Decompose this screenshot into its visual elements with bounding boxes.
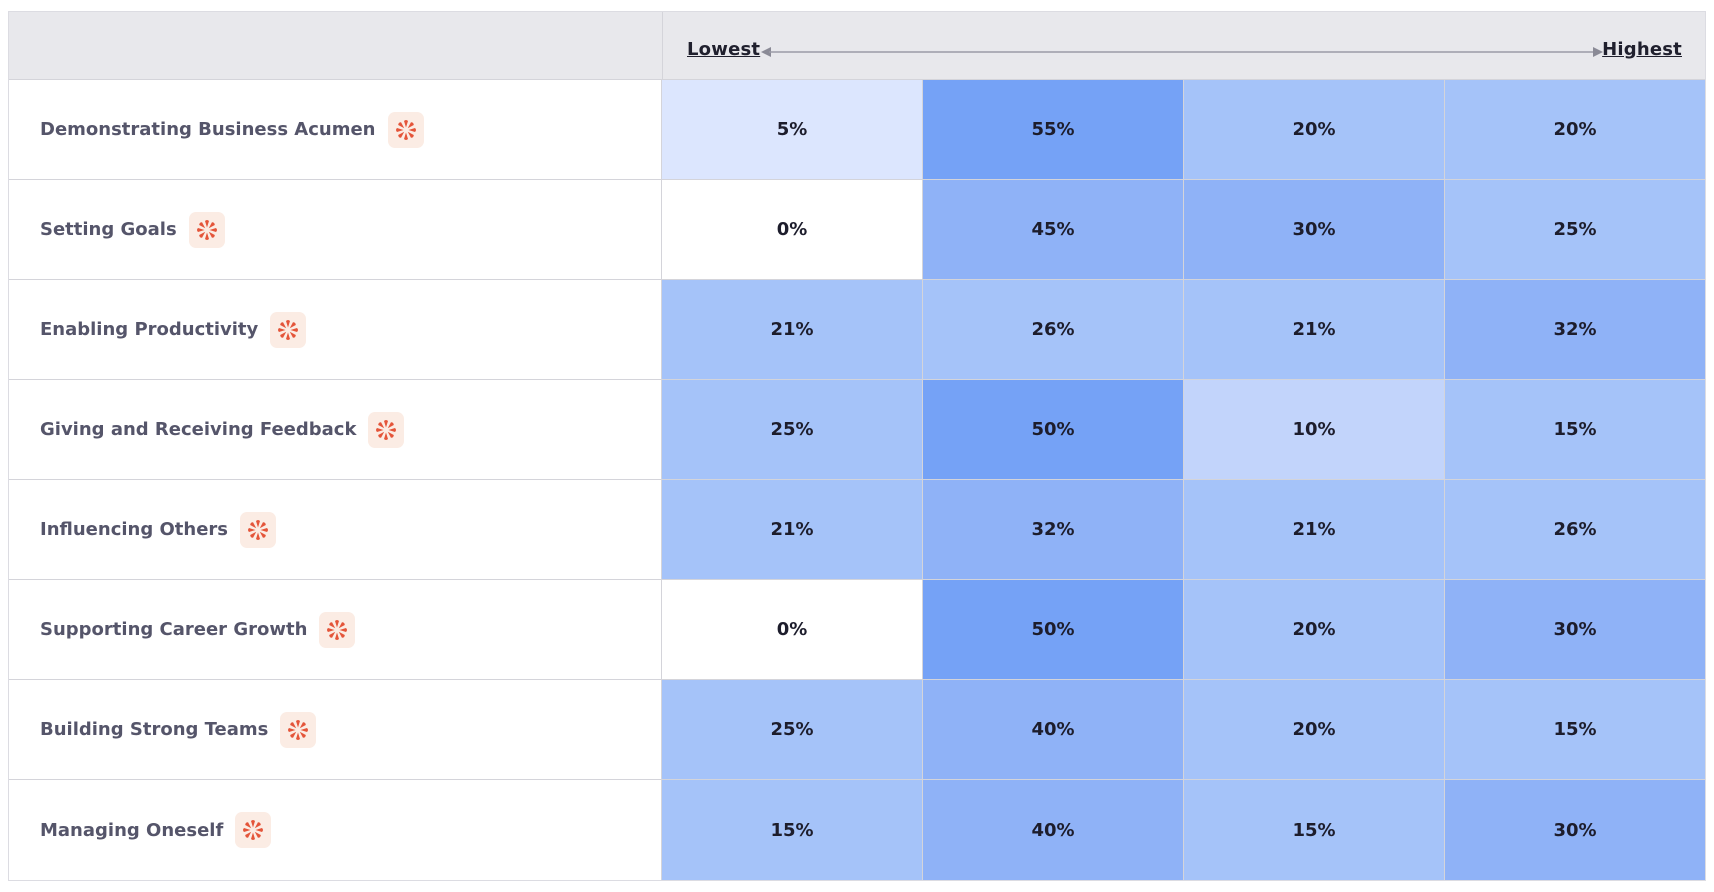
heat-cell: 0% <box>662 580 923 679</box>
competency-label: Managing Oneself <box>40 819 224 841</box>
heat-cell: 15% <box>662 780 923 880</box>
heat-cell: 20% <box>1184 580 1445 679</box>
row-label-cell: Demonstrating Business Acumen <box>9 80 662 179</box>
heat-cell: 25% <box>662 680 923 779</box>
scale-arrow-icon <box>761 47 1603 57</box>
scale-highest-label: Highest <box>1602 39 1682 60</box>
heat-cell: 30% <box>1184 180 1445 279</box>
heat-cell: 21% <box>662 280 923 379</box>
row-label-cell: Enabling Productivity <box>9 280 662 379</box>
heat-cell: 50% <box>923 380 1184 479</box>
competency-label: Setting Goals <box>40 219 177 240</box>
heat-cell: 21% <box>1184 480 1445 579</box>
table-header: Lowest Highest <box>9 12 1705 80</box>
row-label-cell: Giving and Receiving Feedback <box>9 380 662 479</box>
competency-label: Giving and Receiving Feedback <box>40 419 357 440</box>
table-row: Giving and Receiving Feedback 25% 50% 10% 15… <box>9 380 1705 480</box>
table-row: Enabling Productivity 21% 26% 21% 32% <box>9 280 1705 380</box>
competency-label: Influencing Others <box>40 519 229 540</box>
star-burst-icon <box>235 812 272 848</box>
table-row: Demonstrating Business Acumen 5% 55% 20% 20% <box>9 80 1705 180</box>
heat-cell: 30% <box>1445 780 1705 880</box>
heat-cell: 15% <box>1445 680 1705 779</box>
heat-cell: 40% <box>923 780 1184 880</box>
heat-cell: 26% <box>1445 480 1705 579</box>
heat-cell: 50% <box>923 580 1184 679</box>
table-row: Supporting Career Growth 0% 50% 20% 30% <box>9 580 1705 680</box>
heat-cell: 10% <box>1184 380 1445 479</box>
table-row: Setting Goals 0% 45% 30% 25% <box>9 180 1705 280</box>
table-row: Influencing Others 21% 32% 21% 26% <box>9 480 1705 580</box>
heat-cell: 0% <box>662 180 923 279</box>
heat-cell: 25% <box>662 380 923 479</box>
heat-cell: 26% <box>923 280 1184 379</box>
row-label-cell: Supporting Career Growth <box>9 580 662 679</box>
table-row: Managing Oneself 15% 40% 15% 30% <box>9 780 1705 880</box>
heat-cell: 32% <box>1445 280 1705 379</box>
heat-cell: 5% <box>662 80 923 179</box>
heat-cell: 21% <box>662 480 923 579</box>
star-burst-icon <box>270 311 307 348</box>
competency-label: Supporting Career Growth <box>40 619 308 640</box>
header-divider <box>662 12 663 80</box>
heat-cell: 32% <box>923 480 1184 579</box>
heat-cell: 20% <box>1184 680 1445 779</box>
row-label-cell: Managing Oneself <box>9 780 662 880</box>
heat-cell: 30% <box>1445 580 1705 679</box>
heat-cell: 20% <box>1184 80 1445 179</box>
heat-cell: 40% <box>923 680 1184 779</box>
competency-heatmap-table: Lowest Highest Demonstrating Business Ac… <box>8 11 1706 881</box>
competency-label: Building Strong Teams <box>40 719 269 740</box>
competency-label: Enabling Productivity <box>40 319 259 340</box>
star-burst-icon <box>280 711 317 748</box>
star-burst-icon <box>240 511 277 548</box>
star-burst-icon <box>368 411 405 448</box>
star-burst-icon <box>188 211 225 248</box>
heat-cell: 20% <box>1445 80 1705 179</box>
heat-cell: 21% <box>1184 280 1445 379</box>
star-burst-icon <box>387 111 424 148</box>
heat-cell: 45% <box>923 180 1184 279</box>
competency-label: Demonstrating Business Acumen <box>40 119 376 140</box>
heat-cell: 15% <box>1184 780 1445 880</box>
row-label-cell: Influencing Others <box>9 480 662 579</box>
row-label-cell: Setting Goals <box>9 180 662 279</box>
heat-cell: 25% <box>1445 180 1705 279</box>
star-burst-icon <box>319 611 356 648</box>
table-row: Building Strong Teams 25% 40% 20% 15% <box>9 680 1705 780</box>
heat-cell: 15% <box>1445 380 1705 479</box>
row-label-cell: Building Strong Teams <box>9 680 662 779</box>
heat-cell: 55% <box>923 80 1184 179</box>
scale-lowest-label: Lowest <box>687 39 761 60</box>
